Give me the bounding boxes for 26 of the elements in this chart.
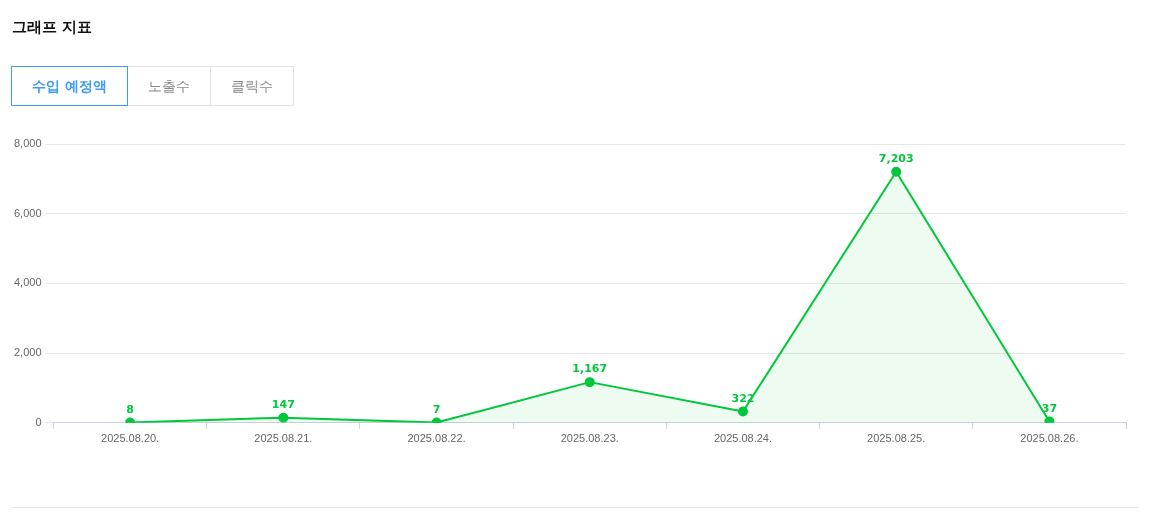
text: 클릭수 [209,66,294,106]
x-tick-label: 2025.08.21. [254,432,313,445]
x-tick-label: 2025.08.25. [867,432,926,445]
point [891,166,902,177]
x-tick-label: 2025.08.26. [1020,432,1079,445]
y-tick-label: 2,000 [14,346,42,359]
data-label: 1,167 [572,362,608,376]
x-tick-label: 2025.08.22. [407,432,466,445]
data-label: 147 [271,398,295,412]
point [737,406,748,417]
data-label: 8 [126,402,134,416]
y-tick-label: 8,000 [14,137,42,150]
text: 노출수 [126,66,211,106]
y-tick-label: 0 [35,415,42,428]
x-tick-label: 2025.08.20. [101,432,160,445]
data-label: 7 [432,402,441,416]
x-tick-label: 2025.08.24. [713,432,773,445]
y-tick-label: 6,000 [14,206,42,219]
data-label: 37 [1041,401,1058,415]
x-tick-label: 2025.08.23. [560,432,619,445]
point [278,412,289,423]
y-tick-label: 4,000 [14,276,42,289]
data-label: 7,203 [878,152,914,166]
chart-title: 그래프 지표 [12,18,93,37]
text: 수입 예정액 [11,66,128,106]
point [584,377,595,388]
